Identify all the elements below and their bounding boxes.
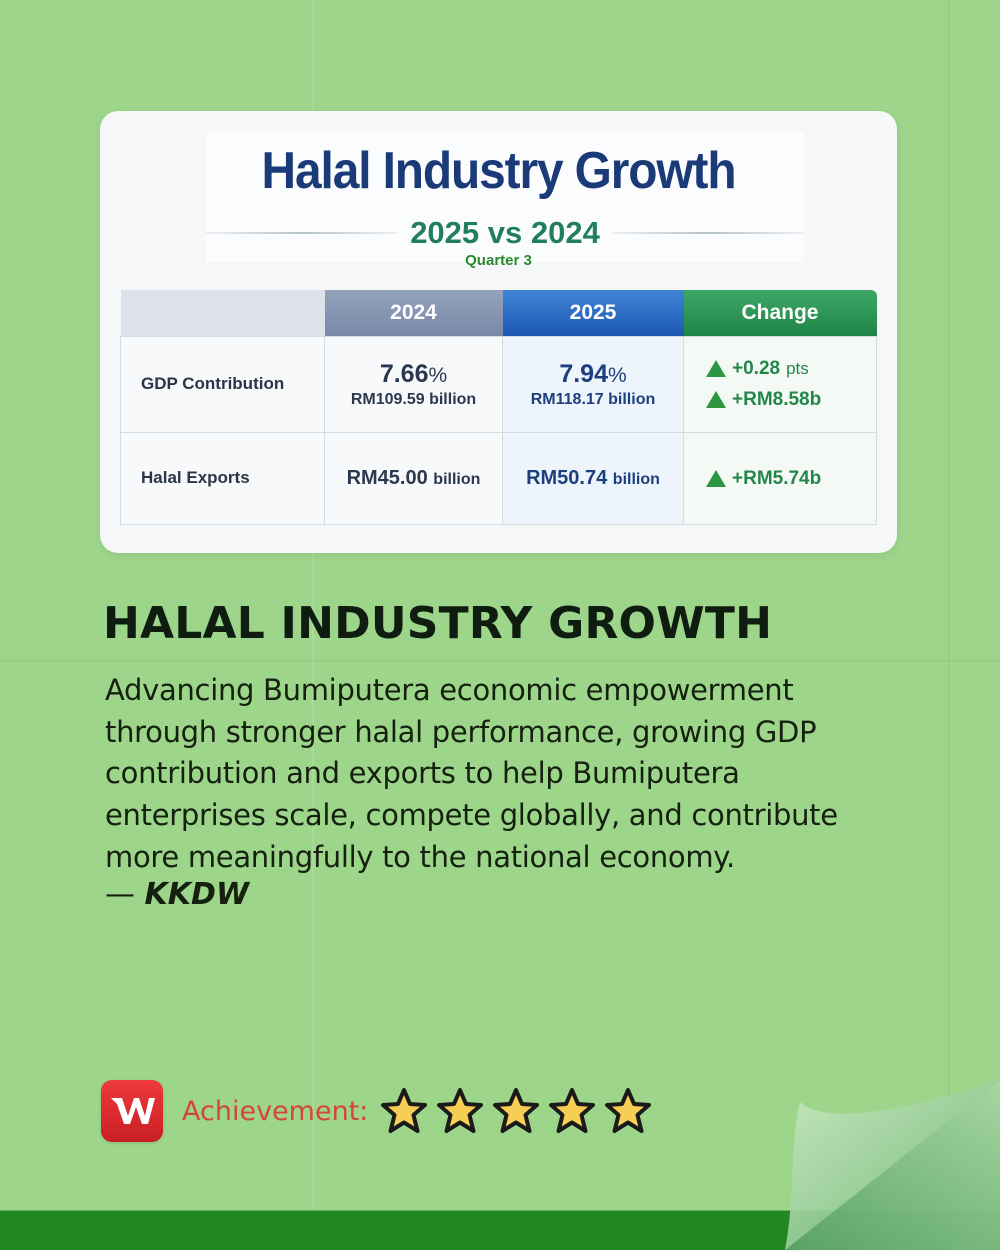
change-item: +0.28 pts bbox=[706, 353, 876, 384]
cell-2025: 7.94% RM118.17 billion bbox=[502, 335, 684, 433]
body-line: through stronger halal performance, grow… bbox=[105, 714, 817, 749]
value: 7.94 bbox=[559, 359, 608, 388]
change-value: +RM8.58b bbox=[732, 389, 822, 410]
paper-crease bbox=[0, 660, 1000, 662]
period-label: Quarter 3 bbox=[465, 252, 532, 269]
comparison-table: 2024 2025 Change GDP Contribution 7.66% … bbox=[120, 290, 877, 525]
attribution-dash: — bbox=[105, 877, 135, 912]
header-2024: 2024 bbox=[324, 290, 503, 336]
header-change: Change bbox=[683, 290, 877, 336]
change-unit: pts bbox=[786, 359, 809, 378]
row-label: Halal Exports bbox=[120, 431, 325, 525]
change-value: +RM5.74b bbox=[732, 467, 822, 489]
paper-crease bbox=[948, 0, 950, 1210]
row-label: GDP Contribution bbox=[120, 335, 325, 433]
sub-value: RM118.17 billion bbox=[530, 390, 656, 408]
body-line: more meaningfully to the national econom… bbox=[105, 839, 735, 874]
body-line: enterprises scale, compete globally, and… bbox=[105, 798, 838, 833]
up-arrow-icon bbox=[706, 360, 726, 377]
header-empty bbox=[120, 290, 325, 336]
table-row-exports: Halal Exports RM45.00 billion RM50.74 bi… bbox=[120, 431, 877, 525]
cell-change: +0.28 pts +RM8.58b bbox=[683, 335, 877, 433]
change-item: +RM5.74b bbox=[706, 463, 876, 494]
section-heading: HALAL INDUSTRY GROWTH bbox=[103, 598, 773, 649]
change-item: +RM8.58b bbox=[706, 384, 876, 415]
cell-2024: 7.66% RM109.59 billion bbox=[324, 335, 503, 433]
attribution-author: KKDW bbox=[144, 877, 250, 912]
infographic-card: Halal Industry Growth 2025 vs 2024 Quart… bbox=[100, 111, 897, 553]
up-arrow-icon bbox=[706, 469, 726, 487]
star-rating bbox=[378, 1086, 654, 1136]
cell-2024: RM45.00 billion bbox=[324, 431, 503, 525]
achievement-row: Achievement: bbox=[101, 1080, 654, 1142]
value: RM50.74 bbox=[526, 466, 608, 489]
value: RM45.00 bbox=[346, 466, 428, 489]
unit: % bbox=[607, 363, 627, 387]
w-logo-icon bbox=[101, 1080, 163, 1142]
star-icon bbox=[434, 1086, 486, 1136]
up-arrow-icon bbox=[706, 391, 726, 408]
star-icon bbox=[602, 1086, 654, 1136]
paper-crease bbox=[312, 0, 314, 1210]
star-icon bbox=[546, 1086, 598, 1136]
card-title: Halal Industry Growth bbox=[261, 142, 737, 200]
unit: billion bbox=[612, 470, 660, 488]
unit: % bbox=[428, 363, 448, 387]
subtitle-row: 2025 vs 2024 bbox=[206, 213, 805, 253]
page-curl-decoration bbox=[785, 1080, 1000, 1250]
table-header-row: 2024 2025 Change bbox=[120, 290, 877, 336]
star-icon bbox=[490, 1086, 542, 1136]
header-2025: 2025 bbox=[502, 290, 684, 336]
title-panel bbox=[206, 132, 804, 262]
star-icon bbox=[378, 1086, 430, 1136]
body-paragraph: Advancing Bumiputera economic empowermen… bbox=[105, 670, 905, 879]
attribution: — KKDW bbox=[105, 877, 249, 912]
sub-value: RM109.59 billion bbox=[350, 390, 477, 408]
value: 7.66 bbox=[379, 359, 429, 388]
comparison-subtitle: 2025 vs 2024 bbox=[410, 215, 600, 250]
table-row-gdp: GDP Contribution 7.66% RM109.59 billion … bbox=[120, 335, 877, 433]
divider-right bbox=[611, 232, 805, 234]
body-line: contribution and exports to help Bumiput… bbox=[105, 756, 740, 791]
cell-2025: RM50.74 billion bbox=[502, 431, 684, 525]
change-value: +0.28 bbox=[732, 358, 781, 379]
cell-change: +RM5.74b bbox=[683, 431, 877, 525]
divider-left bbox=[206, 232, 399, 234]
body-line: Advancing Bumiputera economic empowermen… bbox=[105, 673, 794, 707]
unit: billion bbox=[433, 470, 481, 488]
achievement-label: Achievement: bbox=[182, 1095, 369, 1127]
